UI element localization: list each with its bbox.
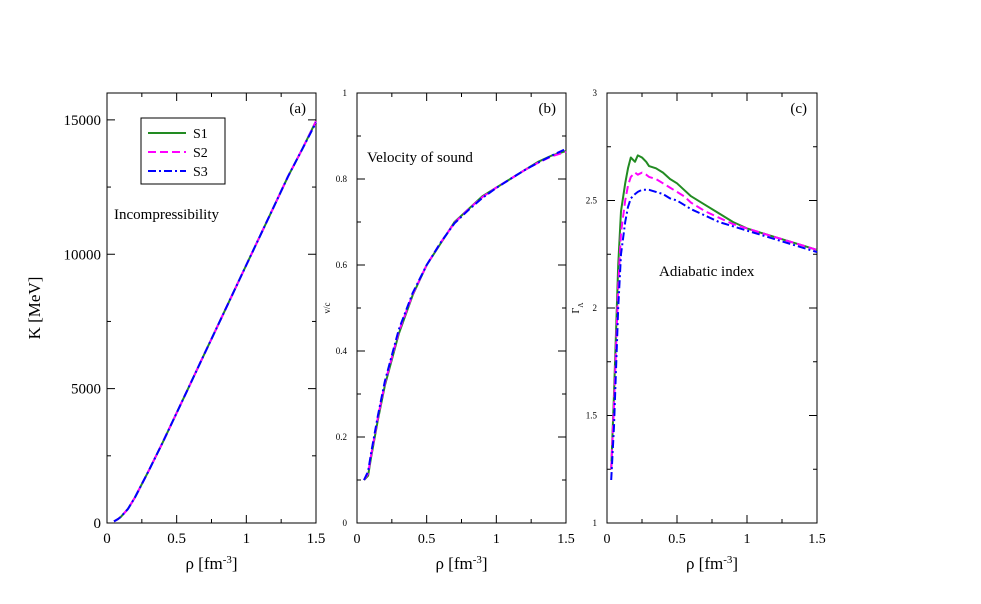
panel-2: 0 0.5 1 1.5 0 0.2 0.4 0.6 0.8 1 ρ [fm-3] v/c (b) Velo… bbox=[322, 88, 575, 573]
x-tick-label: 1 bbox=[493, 532, 500, 547]
x-tick-label: 0 bbox=[103, 531, 111, 547]
legend: S1 S2 S3 bbox=[140, 117, 226, 185]
x-tick-label: 0 bbox=[604, 532, 611, 547]
series-line-s1 bbox=[363, 150, 567, 481]
legend-label: S1 bbox=[193, 127, 208, 142]
y-tick-label: 0 bbox=[343, 518, 348, 528]
series-line-s2 bbox=[610, 171, 818, 470]
x-axis-label: ρ [fm-3] bbox=[435, 554, 487, 573]
y-tick-label: 2.5 bbox=[586, 196, 598, 206]
panel-label: (b) bbox=[539, 101, 557, 117]
panel-label: (a) bbox=[289, 101, 306, 117]
y-tick-label: 15000 bbox=[64, 113, 102, 129]
y-tick-label: 1.5 bbox=[586, 411, 598, 421]
series-line-s2 bbox=[363, 150, 567, 481]
annotation-text: Velocity of sound bbox=[367, 150, 473, 166]
y-tick-label: 2 bbox=[593, 303, 598, 313]
y-tick-label: 10000 bbox=[64, 247, 102, 263]
panel-3: 0 0.5 1 1.5 1 1.5 2 2.5 3 ρ [fm-3] ΓΛ (c) Adiabatic … bbox=[571, 88, 826, 573]
x-tick-label: 0.5 bbox=[167, 531, 186, 547]
y-tick-label: 0.4 bbox=[336, 346, 348, 356]
x-tick-label: 1 bbox=[243, 531, 251, 547]
x-tick-label: 0 bbox=[354, 532, 361, 547]
y-tick-label: 0.2 bbox=[336, 432, 347, 442]
plot-frame bbox=[606, 92, 818, 524]
x-axis-label: ρ [fm-3] bbox=[686, 554, 738, 573]
series-line-s1 bbox=[610, 154, 818, 470]
y-axis-label: K [MeV] bbox=[25, 277, 44, 340]
x-tick-label: 1.5 bbox=[557, 532, 575, 547]
annotation-text: Incompressibility bbox=[114, 207, 219, 223]
y-tick-label: 0.6 bbox=[336, 260, 348, 270]
panel-label: (c) bbox=[790, 101, 807, 117]
y-axis-label: v/c bbox=[322, 302, 332, 313]
y-tick-label: 1 bbox=[593, 518, 598, 528]
series-line-s3 bbox=[363, 147, 567, 481]
x-tick-label: 0.5 bbox=[668, 532, 686, 547]
legend-label: S2 bbox=[193, 146, 208, 161]
y-tick-label: 3 bbox=[593, 88, 598, 98]
x-tick-label: 0.5 bbox=[418, 532, 436, 547]
x-axis-label: ρ [fm-3] bbox=[185, 554, 237, 573]
y-tick-label: 5000 bbox=[71, 382, 101, 398]
y-tick-label: 1 bbox=[343, 88, 348, 98]
annotation-text: Adiabatic index bbox=[659, 264, 755, 280]
x-tick-label: 1.5 bbox=[808, 532, 826, 547]
series-line-s3 bbox=[610, 188, 818, 481]
y-tick-label: 0.8 bbox=[336, 174, 348, 184]
y-axis-label: ΓΛ bbox=[571, 303, 585, 314]
x-tick-label: 1.5 bbox=[307, 531, 326, 547]
legend-label: S3 bbox=[193, 165, 208, 180]
y-tick-label: 0 bbox=[94, 516, 102, 532]
x-tick-label: 1 bbox=[744, 532, 751, 547]
panel-1: 0 0.5 1 1.5 0 5000 10000 15000 ρ [fm-3] K [MeV] (a… bbox=[25, 92, 326, 573]
series-line-s3 bbox=[113, 122, 317, 523]
